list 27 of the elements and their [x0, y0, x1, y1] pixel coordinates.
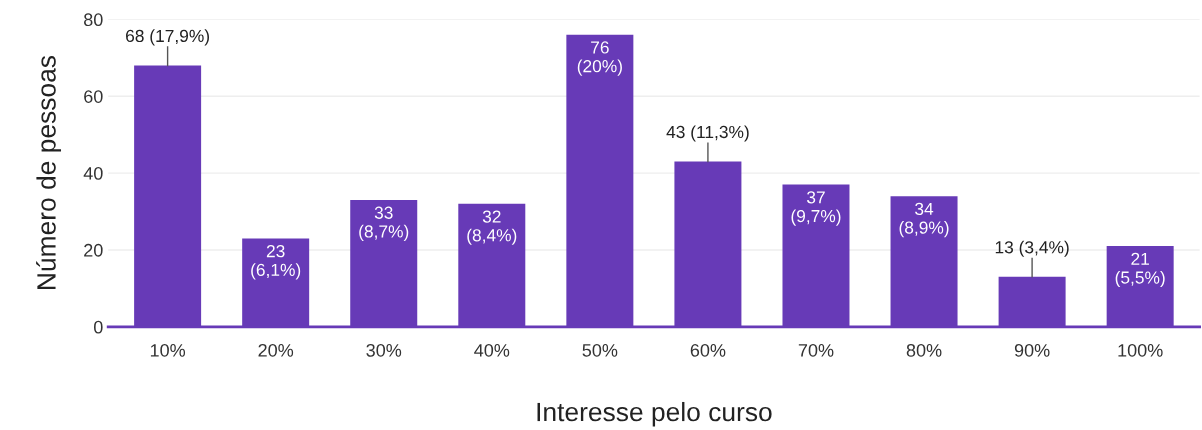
x-tick-label: 90%: [1014, 343, 1050, 357]
y-tick-label: 60: [84, 90, 103, 103]
y-tick-label: 0: [93, 320, 103, 334]
x-tick-label: 50%: [582, 343, 618, 357]
data-label: 23 (6,1%): [251, 245, 301, 280]
data-label: 76 (20%): [577, 41, 622, 76]
x-tick-label: 80%: [906, 343, 942, 357]
data-label: 68 (17,9%): [126, 29, 209, 46]
x-tick-label: 100%: [1118, 343, 1163, 357]
x-tick-label: 10%: [150, 343, 186, 357]
x-tick-label: 30%: [366, 343, 402, 357]
x-tick-label: 60%: [690, 343, 726, 357]
data-label: 33 (8,7%): [359, 206, 409, 241]
x-axis-title: Interesse pelo curso: [537, 401, 772, 427]
y-axis-title: Número de pessoas: [36, 55, 62, 289]
data-label: 32 (8,4%): [467, 210, 517, 245]
x-tick-label: 70%: [798, 343, 834, 357]
y-tick-label: 20: [84, 243, 103, 257]
data-label: 21 (5,5%): [1115, 252, 1165, 288]
y-tick-label: 40: [83, 167, 103, 180]
data-label: 13 (3,4%): [995, 240, 1069, 257]
data-label: 37 (9,7%): [791, 191, 841, 226]
x-tick-label: 20%: [258, 343, 294, 357]
x-tick-label: 40%: [474, 343, 510, 357]
data-label: 34 (8,9%): [899, 202, 949, 238]
data-label: 43 (11,3%): [666, 125, 749, 142]
y-tick-label: 80: [84, 13, 103, 27]
